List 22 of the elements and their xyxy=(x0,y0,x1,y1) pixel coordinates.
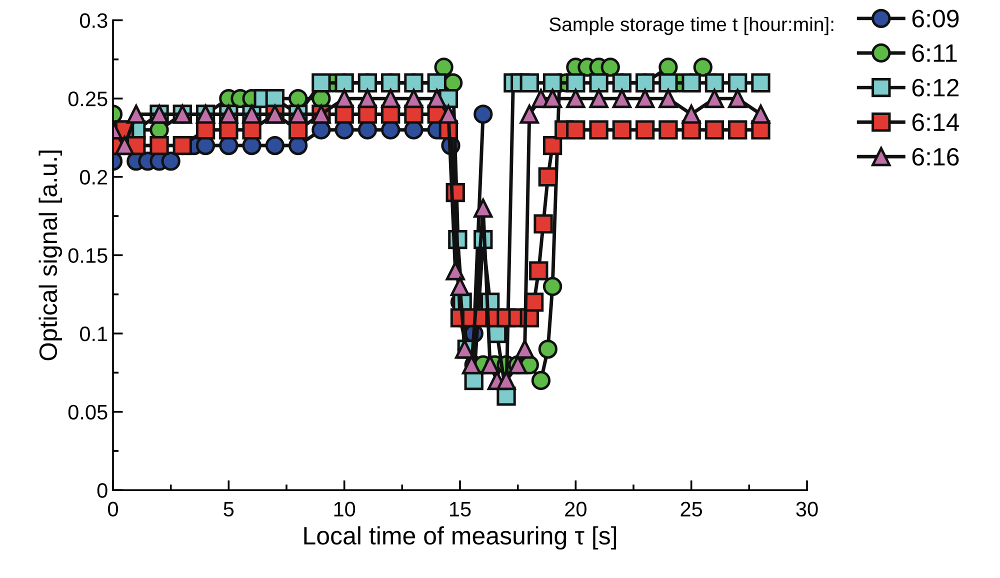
y-tick-label: 0.05 xyxy=(68,404,108,420)
y-tick-label: 0.3 xyxy=(80,13,108,28)
legend-label: 6:12 xyxy=(912,78,959,97)
x-tick-label: 0 xyxy=(108,502,118,517)
y-tick-label: 0.25 xyxy=(68,92,108,106)
x-tick-label: 30 xyxy=(796,502,818,517)
x-axis-title: Local time of measuring τ [s] xyxy=(304,526,616,550)
x-tick-label: 10 xyxy=(334,502,356,517)
legend-label: 6:14 xyxy=(912,113,960,132)
y-tick-label: 0.1 xyxy=(80,326,108,342)
legend-label: 6:09 xyxy=(912,10,959,28)
y-tick-label: 0 xyxy=(97,483,108,498)
x-tick-label: 20 xyxy=(565,502,586,517)
x-tick-label: 25 xyxy=(680,502,702,517)
y-tick-label: 0.2 xyxy=(80,170,108,185)
legend-label: 6:16 xyxy=(912,148,959,166)
x-tick-label: 15 xyxy=(450,502,471,517)
legend-label: 6:11 xyxy=(912,44,957,62)
y-tick-label: 0.15 xyxy=(68,248,108,263)
legend-title: Sample storage time t [hour:min]: xyxy=(550,16,834,36)
y-axis-title: Optical signal [a.u.] xyxy=(38,150,62,360)
x-tick-label: 5 xyxy=(224,502,234,517)
